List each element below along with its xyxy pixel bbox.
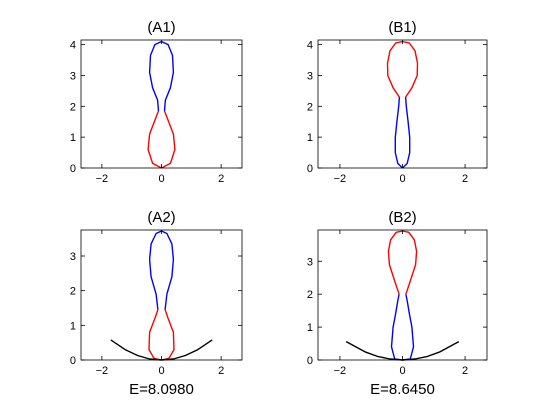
axes-frame <box>80 229 243 361</box>
y-tick-label: 2 <box>307 289 313 301</box>
panel-title: (A1) <box>147 19 175 36</box>
series-0-curve-mirror <box>390 294 403 361</box>
x-tick-label: 2 <box>218 365 224 377</box>
y-tick-label: 2 <box>307 101 313 113</box>
y-tick-label: 3 <box>307 70 313 82</box>
series-0-curve-mirror <box>148 309 162 361</box>
axes-frame <box>80 39 243 169</box>
y-tick-label: 1 <box>307 322 313 334</box>
energy-caption: E=8.0980 <box>129 381 194 398</box>
panel-title: (B2) <box>388 209 416 226</box>
axes-frame <box>317 229 488 361</box>
axes-frame <box>317 39 488 169</box>
y-tick-label: 1 <box>70 132 76 144</box>
panel-1: −2 0 2 0 1 2 3 4 (B1) <box>307 19 488 185</box>
panel-title: (A2) <box>147 209 175 226</box>
y-tick-label: 3 <box>307 256 313 268</box>
x-tick-label: 0 <box>158 365 164 377</box>
y-tick-label: 1 <box>307 132 313 144</box>
x-tick-label: 2 <box>462 365 468 377</box>
y-tick-label: 0 <box>307 355 313 367</box>
y-tick-label: 2 <box>70 101 76 113</box>
x-tick-label: 0 <box>158 173 164 185</box>
x-tick-label: −2 <box>96 365 109 377</box>
series-0-curve-mirror <box>394 97 403 169</box>
x-tick-label: −2 <box>334 365 347 377</box>
panel-title: (B1) <box>388 19 416 36</box>
series-1-curve <box>402 40 419 98</box>
x-tick-label: 0 <box>399 365 405 377</box>
energy-caption: E=8.6450 <box>370 381 435 398</box>
series-1-curve-mirror <box>148 40 162 111</box>
series-0-curve <box>402 294 415 361</box>
y-tick-label: 4 <box>307 40 313 52</box>
y-tick-label: 3 <box>70 70 76 82</box>
series-0-curve <box>161 309 175 361</box>
panel-2: −2 0 2 0 1 2 3 (A2) E=8.0980 <box>70 209 243 398</box>
y-tick-label: 0 <box>307 163 313 175</box>
panel-0: −2 0 2 0 1 2 3 4 (A1) <box>70 19 243 185</box>
series-1-curve-mirror <box>148 230 162 310</box>
y-tick-label: 4 <box>70 40 76 52</box>
series-0-curve <box>161 110 176 169</box>
series-1-curve <box>161 230 175 310</box>
series-0-curve-mirror <box>147 110 162 169</box>
y-tick-label: 3 <box>70 251 76 263</box>
y-tick-label: 0 <box>70 355 76 367</box>
x-tick-label: −2 <box>96 173 109 185</box>
series-1-curve <box>161 40 175 111</box>
series-1-curve-mirror <box>386 40 403 98</box>
x-tick-label: 0 <box>399 173 405 185</box>
panel-3: −2 0 2 0 1 2 3 (B2) E=8.6450 <box>307 209 488 398</box>
series-0-curve <box>402 97 411 169</box>
series-1-curve <box>402 230 418 295</box>
y-tick-label: 0 <box>70 163 76 175</box>
y-tick-label: 1 <box>70 320 76 332</box>
x-tick-label: 2 <box>462 173 468 185</box>
x-tick-label: −2 <box>334 173 347 185</box>
y-tick-label: 2 <box>70 286 76 298</box>
series-1-curve-mirror <box>387 230 403 295</box>
x-tick-label: 2 <box>218 173 224 185</box>
